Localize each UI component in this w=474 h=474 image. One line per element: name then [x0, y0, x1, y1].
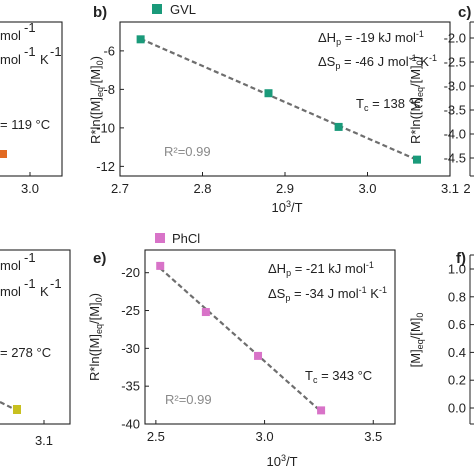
panel-e-label: e) [93, 250, 106, 267]
panel-a-anno-mol-2: mol [0, 52, 21, 67]
panel-c-ytick-label-3: -3.5 [444, 103, 466, 118]
panel-a-anno-exp-1: -1 [24, 20, 36, 35]
panel-e-ytick-label-0: -20 [121, 265, 140, 280]
panel-a-anno-tc: = 119 °C [0, 117, 50, 132]
panel-b-xtick-label-1: 2.8 [193, 181, 211, 196]
panel-b-r2: R²=0.99 [164, 144, 211, 159]
panel-d-frame [0, 249, 71, 425]
panel-e-data-point-0 [156, 261, 165, 270]
panel-a-xtick-label: 3.0 [21, 181, 39, 196]
panel-e-dh: ΔHp = -21 kJ mol-1 [268, 260, 374, 278]
panel-b-xtick-label-2: 2.9 [276, 181, 294, 196]
panel-e-r2: R²=0.99 [165, 392, 212, 407]
panel-b-ytick-label-1: -8 [103, 82, 115, 97]
panel-e-ytick-label-2: -30 [121, 341, 140, 356]
panel-b-fit-line [140, 37, 418, 161]
panel-b-xtick-label-3: 3.0 [358, 181, 376, 196]
panel-e-legend-marker [155, 233, 165, 243]
panel-c-label: c) [458, 4, 471, 21]
panel-a-anno-mol-1: mol [0, 28, 21, 43]
panel-e-xtick-label-2: 3.5 [364, 429, 382, 444]
panel-e-frame [144, 249, 396, 425]
panel-b-legend-text: GVL [170, 2, 196, 17]
panel-f-ytick-label-0: 1.0 [448, 262, 466, 277]
panel-d-fit-line [0, 401, 13, 409]
panel-b-y-axis-title: R*ln([M]eq/[M]0) [88, 56, 105, 144]
panel-d-point [13, 405, 21, 414]
panel-e-xtick-label-0: 2.5 [147, 429, 165, 444]
panel-e-data-point-2 [254, 351, 263, 360]
panel-e-data-point-1 [201, 308, 210, 317]
panel-f-label: f) [456, 250, 466, 267]
panel-b-data-point-0 [136, 35, 145, 44]
panel-c-y-axis-title: R*ln([M]eq/[M]0) [408, 56, 425, 144]
panel-a-anno-exp-3: -1 [50, 44, 62, 59]
panel-e-xtick-label-1: 3.0 [256, 429, 274, 444]
panel-b-dh: ΔHp = -19 kJ mol-1 [318, 29, 424, 47]
panel-f-ytick-label-3: 0.4 [448, 345, 466, 360]
panel-a-point [0, 150, 7, 158]
panel-d-anno-exp-2: -1 [24, 276, 36, 291]
panel-e-data-point-3 [317, 406, 326, 415]
panel-f-ytick-label-4: 0.2 [448, 373, 466, 388]
panel-d-anno-mol-2: mol [0, 284, 21, 299]
panel-f-ytick-label-5: 0.0 [448, 401, 466, 416]
panel-f: f) 1.0 0.8 0.6 0.4 0.2 0.0 [M]eq/[M]0 [408, 250, 474, 425]
panel-e-tc: Tc = 343 °C [305, 368, 372, 385]
panel-d-anno-exp-1: -1 [24, 250, 36, 265]
panel-e-ytick-label-3: -35 [121, 379, 140, 394]
panel-d: mol -1 mol -1 K -1 = 278 °C 3.1 [0, 249, 71, 448]
panel-e-fit-line [159, 267, 322, 413]
panel-b-data-point-2 [334, 122, 343, 131]
panel-b-data-point-1 [264, 89, 273, 98]
panel-e: e) 2.5 3.0 3.5 -20 -25 -30 -35 -40 R*ln([M]eq/[… [87, 231, 396, 469]
panel-b-ytick-label-3: -12 [96, 159, 115, 174]
panel-e-ytick-label-4: -40 [121, 417, 140, 432]
panel-b-ytick-label-2: -10 [96, 120, 115, 135]
panel-a-anno-exp-2: -1 [24, 44, 36, 59]
panel-d-anno-mol-1: mol [0, 258, 21, 273]
panel-b-x-axis-title: 103/T [271, 199, 302, 215]
panel-c-ytick-label-1: -2.5 [444, 55, 466, 70]
panel-b-xtick-label-0: 2.7 [111, 181, 129, 196]
panel-d-anno-exp-3: -1 [50, 276, 62, 291]
panel-a-anno-k: K [40, 52, 49, 67]
panel-b-tc: Tc = 138 °C [356, 96, 423, 113]
panel-b-ytick-label-0: -6 [103, 43, 115, 58]
panel-c-xtick-label: 2 [463, 181, 470, 196]
panel-c-ytick-label-4: -4.0 [444, 127, 466, 142]
panel-f-y-axis-title: [M]eq/[M]0 [408, 313, 425, 368]
panel-b-data-point-3 [413, 155, 421, 164]
panel-d-anno-k: K [40, 284, 49, 299]
panel-c: c) -2.0 -2.5 -3.0 -3.5 -4.0 -4.5 R*ln([M]eq/[… [408, 4, 474, 196]
panel-f-ytick-label-2: 0.6 [448, 317, 466, 332]
panel-b-legend-marker [152, 4, 162, 14]
panel-e-ds: ΔSp = -34 J mol-1 K-1 [268, 285, 387, 303]
panel-b-xtick-label-4: 3.1 [441, 181, 459, 196]
panel-e-x-axis-title: 103/T [266, 453, 297, 469]
panel-c-ytick-label-2: -3.0 [444, 79, 466, 94]
panel-d-anno-tc: = 278 °C [0, 345, 51, 360]
panel-a-frame [0, 21, 63, 177]
panel-a: mol -1 mol -1 K -1 = 119 °C 3.0 [0, 20, 63, 196]
panel-e-ytick-label-1: -25 [121, 303, 140, 318]
panel-f-ytick-label-1: 0.8 [448, 289, 466, 304]
panel-c-ytick-label-5: -4.5 [444, 151, 466, 166]
panel-b-ds: ΔSp = -46 J mol-1 K-1 [318, 53, 437, 71]
panel-b-label: b) [93, 4, 107, 21]
panel-b: b) 2.7 2.8 2.9 3.0 3.1 -6 -8 -10 -12 R*ln([M]eq/… [88, 2, 459, 215]
panel-d-xtick-label: 3.1 [35, 433, 53, 448]
panel-c-ytick-label-0: -2.0 [444, 31, 466, 46]
panel-e-y-axis-title: R*ln([M]eq/[M]0) [87, 293, 104, 381]
panel-e-legend-text: PhCl [172, 231, 200, 246]
